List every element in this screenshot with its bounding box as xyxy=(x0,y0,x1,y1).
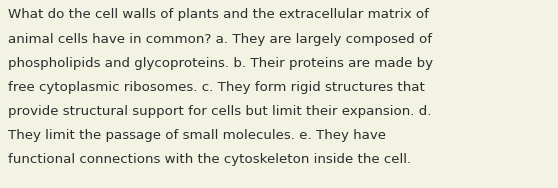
Text: They limit the passage of small molecules. e. They have: They limit the passage of small molecule… xyxy=(8,129,386,142)
Text: What do the cell walls of plants and the extracellular matrix of: What do the cell walls of plants and the… xyxy=(8,8,429,21)
Text: phospholipids and glycoproteins. b. Their proteins are made by: phospholipids and glycoproteins. b. Thei… xyxy=(8,57,433,70)
Text: animal cells have in common? a. They are largely composed of: animal cells have in common? a. They are… xyxy=(8,33,432,45)
Text: functional connections with the cytoskeleton inside the cell.: functional connections with the cytoskel… xyxy=(8,153,411,166)
Text: free cytoplasmic ribosomes. c. They form rigid structures that: free cytoplasmic ribosomes. c. They form… xyxy=(8,81,425,94)
Text: provide structural support for cells but limit their expansion. d.: provide structural support for cells but… xyxy=(8,105,431,118)
